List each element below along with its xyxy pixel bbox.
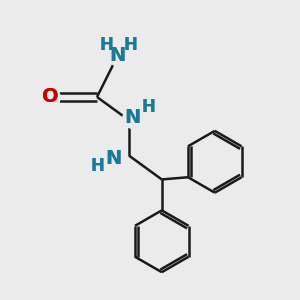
Text: O: O [42, 88, 58, 106]
Text: H: H [100, 36, 113, 54]
Text: N: N [110, 46, 126, 65]
Text: N: N [105, 149, 121, 168]
Text: H: H [123, 36, 137, 54]
Text: H: H [90, 157, 104, 175]
Text: N: N [105, 149, 121, 168]
Text: N: N [124, 108, 140, 127]
Text: H: H [142, 98, 155, 116]
Text: H: H [123, 36, 137, 54]
Text: N: N [124, 108, 140, 127]
Text: H: H [142, 98, 155, 116]
Text: H: H [100, 36, 113, 54]
Text: O: O [42, 88, 58, 106]
Text: H: H [90, 157, 104, 175]
Text: N: N [110, 46, 126, 65]
